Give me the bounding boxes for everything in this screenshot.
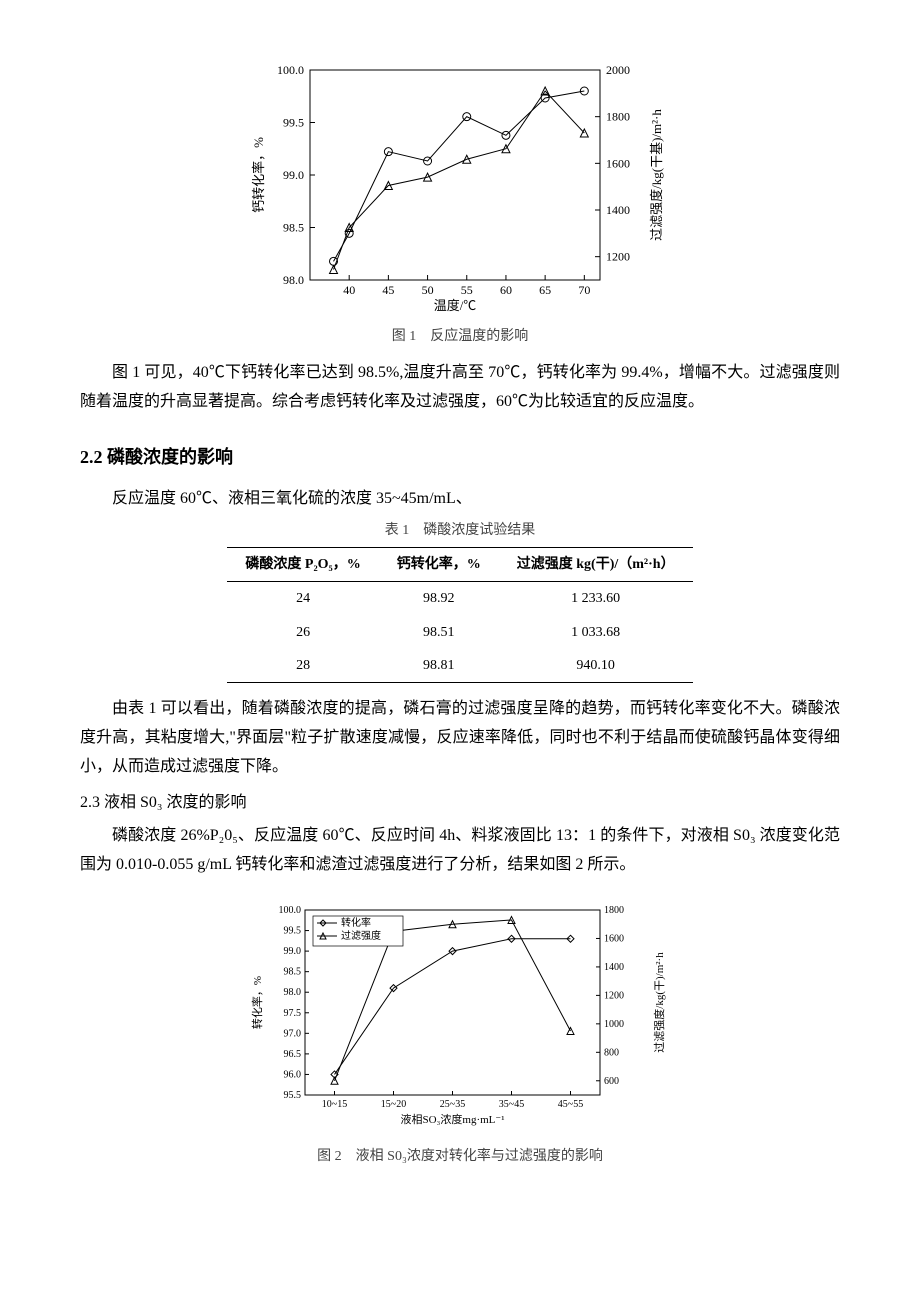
- svg-text:98.0: 98.0: [283, 273, 304, 287]
- svg-text:60: 60: [500, 283, 512, 297]
- svg-text:600: 600: [604, 1075, 619, 1086]
- table-cell: 98.51: [379, 616, 499, 649]
- table-cell: 1 233.60: [499, 582, 693, 616]
- svg-text:96.5: 96.5: [284, 1049, 302, 1060]
- table-1-col-1: 钙转化率，%: [379, 548, 499, 582]
- svg-text:1200: 1200: [604, 990, 624, 1001]
- svg-text:1800: 1800: [604, 905, 624, 916]
- svg-text:1600: 1600: [606, 156, 630, 170]
- table-1-col-2: 过滤强度 kg(干)/（m²·h）: [499, 548, 693, 582]
- table-cell: 940.10: [499, 649, 693, 683]
- svg-text:98.0: 98.0: [284, 987, 302, 998]
- svg-text:25~35: 25~35: [440, 1099, 465, 1110]
- table-row: 2498.921 233.60: [227, 582, 692, 616]
- svg-text:99.0: 99.0: [283, 168, 304, 182]
- table-cell: 98.81: [379, 649, 499, 683]
- table-row: 2898.81940.10: [227, 649, 692, 683]
- table-cell: 1 033.68: [499, 616, 693, 649]
- svg-text:液相SO₃浓度mg·mL⁻¹: 液相SO₃浓度mg·mL⁻¹: [401, 1112, 505, 1126]
- section-2-2-lead: 反应温度 60℃、液相三氧化硫的浓度 35~45m/mL、: [80, 485, 840, 514]
- svg-text:15~20: 15~20: [381, 1099, 406, 1110]
- figure-1: 40 45 50 55 60 65 70 温度/℃ 98.0 98.5 99.0 99.5 100.0 钙…: [80, 60, 840, 349]
- svg-text:温度/℃: 温度/℃: [434, 298, 477, 313]
- table-cell: 98.92: [379, 582, 499, 616]
- svg-text:45~55: 45~55: [558, 1099, 583, 1110]
- table-row: 2698.511 033.68: [227, 616, 692, 649]
- svg-text:35~45: 35~45: [499, 1099, 524, 1110]
- table-1-caption: 表 1 磷酸浓度试验结果: [227, 518, 692, 543]
- svg-text:99.5: 99.5: [284, 925, 302, 936]
- svg-text:1400: 1400: [604, 962, 624, 973]
- svg-text:2000: 2000: [606, 63, 630, 77]
- figure-2: 10~15 15~20 25~35 35~45 45~55 液相SO₃浓度mg·mL⁻¹ 9…: [80, 900, 840, 1169]
- table-1-col-0: 磷酸浓度 P₂O₅，%: [227, 548, 378, 582]
- svg-text:55: 55: [461, 283, 473, 297]
- paragraph-table1-discussion: 由表 1 可以看出，随着磷酸浓度的提高，磷石膏的过滤强度呈降的趋势，而钙转化率变…: [80, 695, 840, 781]
- table-cell: 28: [227, 649, 378, 683]
- svg-text:70: 70: [578, 283, 590, 297]
- figure-1-svg: 40 45 50 55 60 65 70 温度/℃ 98.0 98.5 99.0 99.5 100.0 钙…: [245, 60, 675, 320]
- svg-text:1600: 1600: [604, 933, 624, 944]
- svg-text:1400: 1400: [606, 203, 630, 217]
- svg-text:1800: 1800: [606, 110, 630, 124]
- svg-text:转化率: 转化率: [341, 916, 371, 929]
- svg-text:过滤强度/kg(干基)/m²·h: 过滤强度/kg(干基)/m²·h: [649, 109, 664, 241]
- svg-text:97.0: 97.0: [284, 1028, 302, 1039]
- svg-text:100.0: 100.0: [277, 63, 304, 77]
- svg-text:98.5: 98.5: [283, 221, 304, 235]
- table-cell: 26: [227, 616, 378, 649]
- section-2-3-title: 2.3 液相 S0₃ 浓度的影响: [80, 789, 840, 818]
- svg-text:1200: 1200: [606, 250, 630, 264]
- svg-text:99.5: 99.5: [283, 116, 304, 130]
- svg-text:99.0: 99.0: [284, 946, 302, 957]
- svg-text:65: 65: [539, 283, 551, 297]
- svg-text:96.0: 96.0: [284, 1069, 302, 1080]
- svg-text:100.0: 100.0: [279, 905, 302, 916]
- svg-text:钙转化率，%: 钙转化率，%: [251, 137, 266, 213]
- svg-text:过滤强度: 过滤强度: [341, 929, 381, 942]
- svg-text:800: 800: [604, 1047, 619, 1058]
- svg-text:转化率，%: 转化率，%: [250, 976, 264, 1029]
- svg-text:98.5: 98.5: [284, 966, 302, 977]
- svg-text:10~15: 10~15: [322, 1099, 347, 1110]
- paragraph-fig1-discussion: 图 1 可见，40℃下钙转化率已达到 98.5%,温度升高至 70℃，钙转化率为…: [80, 359, 840, 417]
- table-cell: 24: [227, 582, 378, 616]
- svg-text:1000: 1000: [604, 1019, 624, 1030]
- figure-1-caption: 图 1 反应温度的影响: [80, 324, 840, 349]
- figure-2-svg: 10~15 15~20 25~35 35~45 45~55 液相SO₃浓度mg·mL⁻¹ 9…: [245, 900, 675, 1140]
- svg-text:过滤强度/kg(干)/m²·h: 过滤强度/kg(干)/m²·h: [652, 951, 666, 1052]
- svg-text:45: 45: [382, 283, 394, 297]
- svg-text:40: 40: [343, 283, 355, 297]
- section-2-2-title: 2.2 磷酸浓度的影响: [80, 441, 840, 473]
- svg-text:97.5: 97.5: [284, 1007, 302, 1018]
- svg-text:50: 50: [422, 283, 434, 297]
- section-2-3-body: 磷酸浓度 26%P₂0₅、反应温度 60℃、反应时间 4h、料浆液固比 13：1…: [80, 822, 840, 880]
- svg-text:95.5: 95.5: [284, 1090, 302, 1101]
- table-1: 表 1 磷酸浓度试验结果 磷酸浓度 P₂O₅，% 钙转化率，% 过滤强度 kg(…: [227, 518, 692, 683]
- figure-2-caption: 图 2 液相 S0₃浓度对转化率与过滤强度的影响: [80, 1144, 840, 1169]
